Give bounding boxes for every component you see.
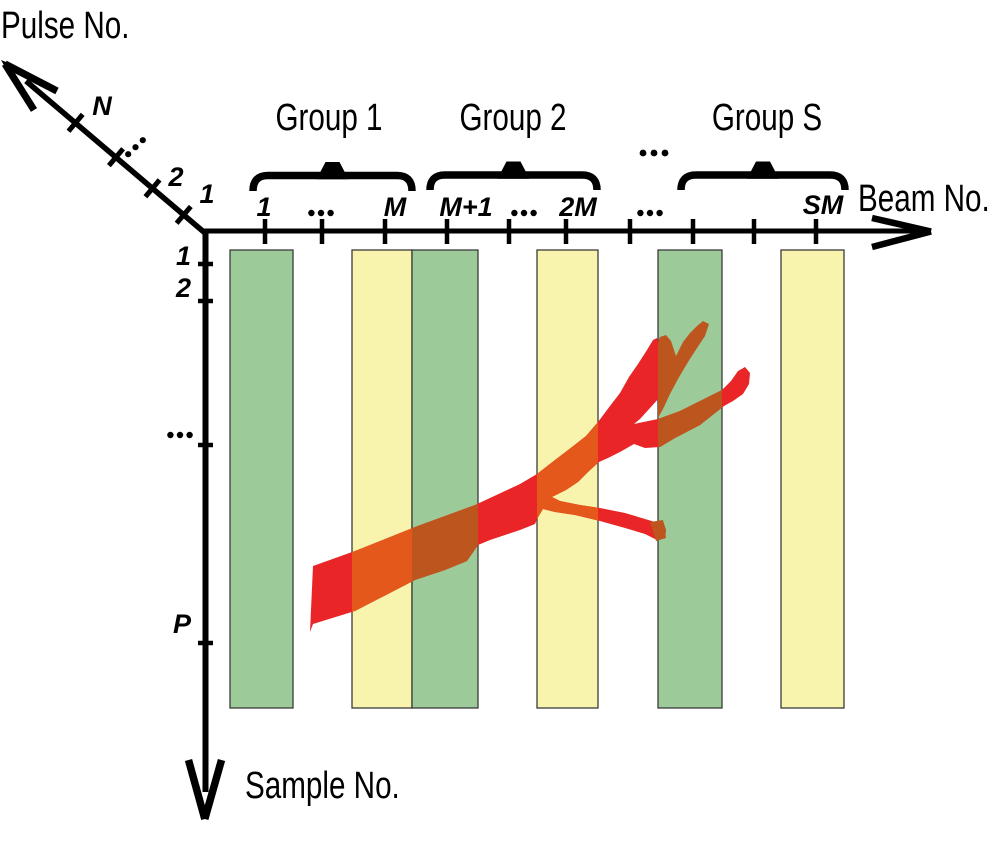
svg-text:2: 2 (167, 162, 183, 192)
svg-text:M: M (384, 192, 407, 222)
svg-text:1: 1 (256, 192, 271, 222)
svg-text:Group S: Group S (712, 97, 822, 139)
svg-text:1: 1 (199, 179, 214, 209)
svg-text:2: 2 (175, 273, 191, 303)
svg-text:SM: SM (803, 190, 844, 220)
svg-text:Pulse No.: Pulse No. (1, 5, 129, 47)
svg-text:M+1: M+1 (439, 192, 492, 222)
svg-text:1: 1 (176, 241, 191, 271)
svg-text:Beam No.: Beam No. (858, 178, 990, 220)
svg-text:Sample No.: Sample No. (245, 765, 400, 807)
svg-text:Group 1: Group 1 (275, 97, 382, 139)
svg-text:P: P (173, 609, 192, 639)
svg-text:N: N (92, 91, 112, 121)
svg-text:2M: 2M (558, 192, 597, 222)
svg-text:Group 2: Group 2 (459, 97, 566, 139)
